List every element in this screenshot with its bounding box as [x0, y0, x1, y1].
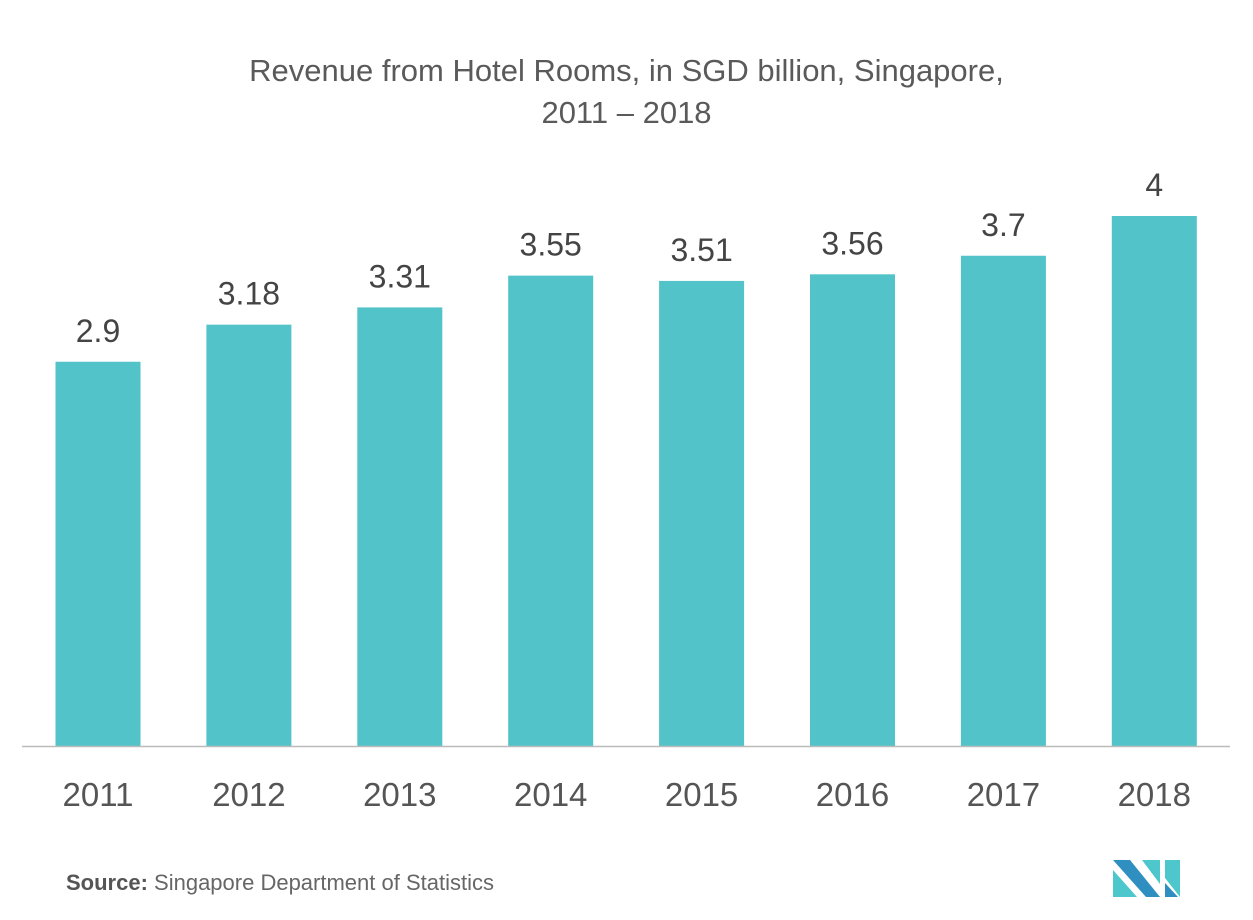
- bar: [508, 275, 594, 746]
- bar: [659, 280, 745, 746]
- x-tick-label: 2013: [363, 776, 436, 813]
- x-tick-label: 2016: [816, 776, 889, 813]
- source-note: Source: Singapore Department of Statisti…: [66, 870, 494, 896]
- x-tick-label: 2012: [212, 776, 285, 813]
- data-label: 4: [1145, 167, 1163, 203]
- data-label: 2.9: [76, 313, 120, 349]
- x-tick-label: 2018: [1118, 776, 1191, 813]
- x-tick-label: 2011: [63, 776, 134, 813]
- data-label: 3.31: [369, 258, 431, 294]
- bar: [55, 361, 141, 746]
- bar: [810, 274, 895, 746]
- data-label: 3.18: [218, 276, 280, 312]
- chart-title: Revenue from Hotel Rooms, in SGD billion…: [249, 53, 1004, 88]
- chart-subtitle: 2011 – 2018: [541, 95, 712, 130]
- x-tick-label: 2017: [967, 776, 1040, 813]
- data-label: 3.56: [821, 225, 883, 261]
- bar: [1111, 216, 1197, 746]
- company-logo: [1113, 860, 1180, 897]
- data-label: 3.55: [520, 227, 582, 263]
- source-text: Singapore Department of Statistics: [147, 870, 494, 895]
- data-label: 3.51: [670, 232, 732, 268]
- bar: [960, 255, 1046, 746]
- x-tick-label: 2015: [665, 776, 738, 813]
- bar: [206, 324, 292, 746]
- x-tick-label: 2014: [514, 776, 587, 813]
- source-label: Source:: [66, 870, 148, 895]
- bar: [357, 307, 443, 746]
- bar-chart: 2.9 2011 3.18 2012 3.31 2013 3.55 2014 3.51 2015 3…: [22, 167, 1230, 813]
- data-label: 3.7: [981, 207, 1025, 243]
